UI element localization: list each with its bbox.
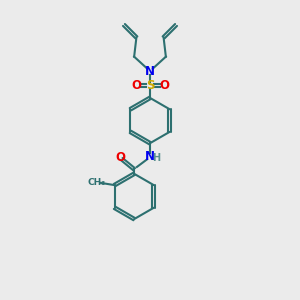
Text: O: O: [131, 79, 141, 92]
Text: N: N: [145, 65, 155, 78]
Text: O: O: [159, 79, 169, 92]
Text: H: H: [152, 153, 160, 163]
Text: N: N: [145, 150, 155, 163]
Text: O: O: [116, 152, 126, 164]
Text: S: S: [146, 79, 154, 92]
Text: CH₃: CH₃: [88, 178, 106, 187]
